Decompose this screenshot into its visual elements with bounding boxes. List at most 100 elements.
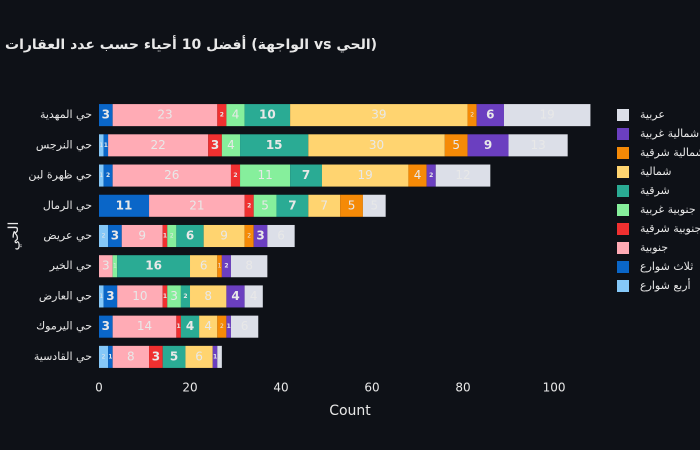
bar-segment [99, 104, 113, 127]
value-label: 4 [250, 289, 258, 303]
value-label: 10 [259, 108, 276, 122]
value-label: 4 [231, 289, 239, 303]
legend-swatch [617, 204, 629, 216]
bar-segment [117, 285, 163, 308]
value-label: 21 [189, 198, 204, 212]
value-label: 6 [186, 229, 194, 243]
value-label: 5 [370, 198, 378, 212]
value-label: 5 [261, 198, 269, 212]
bar-segment [112, 255, 118, 278]
legend-swatch [617, 261, 629, 273]
bar-segment [467, 104, 477, 127]
value-label: 9 [484, 138, 492, 152]
value-label: 6 [486, 108, 494, 122]
value-label: 26 [164, 168, 179, 182]
bar-segment [244, 194, 254, 217]
bar-segment [308, 134, 445, 157]
value-label: 8 [127, 349, 135, 363]
value-label: 7 [302, 168, 310, 182]
x-axis-label: Count [329, 403, 371, 419]
bar-segment [99, 194, 150, 217]
value-label: 7 [288, 198, 296, 212]
bar-segment [176, 315, 181, 338]
bar-segment [112, 315, 177, 338]
bar-segment [476, 104, 504, 127]
bar-segment [308, 194, 341, 217]
value-label: 39 [371, 108, 386, 122]
value-label: 5 [170, 349, 178, 363]
bar-segment [221, 134, 241, 157]
bar-segment [99, 285, 104, 308]
bar-segment [199, 315, 218, 338]
bar-segment [240, 134, 309, 157]
y-tick-label: حي اليرموك [36, 320, 92, 333]
bar-segment [99, 164, 104, 187]
bar-segment [99, 224, 109, 248]
bar-segment [240, 164, 291, 187]
y-tick-label: حي الرمال [43, 199, 92, 212]
bar-segment [217, 345, 222, 368]
legend-label: شرقية [640, 184, 670, 197]
value-label: 1 [227, 323, 231, 330]
value-label: 1 [213, 353, 217, 360]
bar-segment [340, 194, 363, 217]
value-label: 30 [369, 138, 384, 152]
legend-label: جنوبية غربية [640, 203, 696, 216]
bar-segment [108, 134, 209, 157]
bar-segment [267, 224, 295, 248]
value-label: 1 [108, 353, 112, 360]
bar-segment [203, 224, 245, 248]
value-label: 4 [414, 168, 422, 182]
value-label: 3 [170, 289, 178, 303]
value-label: 1 [104, 142, 108, 149]
legend-swatch [617, 280, 629, 292]
bar-segment [435, 164, 491, 187]
value-label: 1 [99, 172, 103, 179]
x-tick-label: 0 [95, 381, 103, 395]
x-tick-label: 40 [273, 381, 288, 395]
y-tick-label: حي العارض [39, 289, 92, 302]
x-tick-label: 60 [364, 381, 379, 395]
value-label: 2 [224, 263, 228, 270]
value-label: 3 [102, 108, 110, 122]
value-label: 4 [204, 319, 212, 333]
value-label: 2 [247, 233, 251, 240]
legend-label: جنوبية شرقية [640, 222, 700, 235]
value-label: 2 [233, 172, 237, 179]
bar-segment [103, 134, 109, 157]
bar-segment [226, 315, 231, 338]
value-label: 1 [163, 293, 167, 300]
bar-segment [212, 345, 218, 368]
value-label: 9 [138, 229, 146, 243]
value-label: 3 [111, 229, 119, 243]
value-label: 2 [429, 172, 433, 179]
value-label: 1 [218, 263, 222, 270]
value-label: 2 [220, 112, 224, 119]
bar-segment [149, 194, 245, 217]
bar-segment [99, 315, 113, 338]
bar-segment [230, 255, 268, 278]
legend-swatch [617, 185, 629, 197]
value-label: 3 [102, 259, 110, 273]
value-label: 1 [113, 263, 117, 270]
legend-label: شمالية غربية [640, 127, 699, 140]
bar-segment [467, 134, 509, 157]
value-label: 5 [452, 138, 460, 152]
value-label: 9 [220, 229, 228, 243]
x-tick-label: 20 [182, 381, 197, 395]
value-label: 4 [232, 108, 240, 122]
value-label: 2 [470, 112, 474, 119]
value-label: 6 [277, 229, 285, 243]
value-label: 3 [256, 229, 264, 243]
value-label: 12 [455, 168, 470, 182]
bar-segment [167, 285, 181, 308]
bar-segment [103, 285, 118, 308]
bar-segment [226, 104, 245, 127]
bar-segment [190, 285, 227, 308]
bar-segment [99, 134, 104, 157]
value-label: 6 [200, 259, 208, 273]
bar-segment [162, 224, 168, 248]
bar-segment [230, 164, 241, 187]
value-label: 6 [241, 319, 249, 333]
legend-swatch [617, 242, 629, 254]
